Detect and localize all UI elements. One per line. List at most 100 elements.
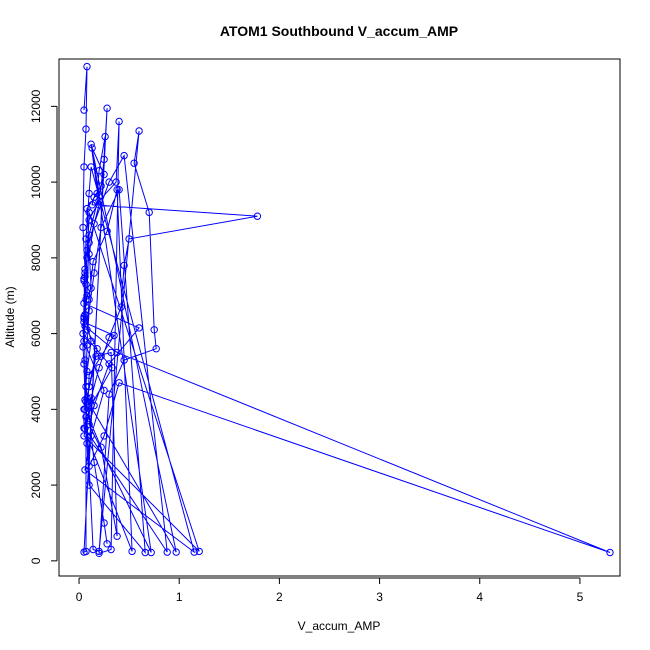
data-point — [95, 549, 103, 557]
data-point — [81, 466, 89, 474]
data-point — [83, 367, 91, 376]
data-point — [82, 280, 90, 289]
y-tick-label: 4000 — [29, 396, 43, 423]
data-point — [128, 547, 136, 556]
data-point — [87, 401, 95, 410]
x-tick-label: 5 — [577, 590, 584, 604]
data-point — [85, 295, 93, 304]
data-point — [85, 462, 93, 470]
data-point — [100, 432, 108, 440]
data-point — [150, 326, 158, 334]
data-point — [81, 424, 89, 432]
data-point — [81, 356, 89, 364]
data-point — [85, 307, 93, 315]
data-point — [83, 326, 91, 334]
data-point — [85, 250, 93, 258]
data-point — [113, 186, 121, 194]
data-point — [100, 170, 108, 179]
data-point — [81, 405, 89, 413]
x-axis-label: V_accum_AMP — [298, 619, 381, 633]
x-tick-label: 4 — [476, 590, 483, 604]
data-point — [101, 132, 109, 141]
data-point — [85, 382, 93, 391]
data-point — [80, 299, 88, 307]
data-point — [83, 292, 91, 300]
data-point — [85, 420, 93, 429]
x-tick-label: 2 — [276, 590, 283, 604]
data-point — [90, 458, 98, 467]
data-point — [110, 331, 118, 340]
data-point — [107, 545, 115, 554]
data-point — [95, 547, 103, 556]
data-point — [120, 261, 128, 270]
data-point — [83, 394, 91, 402]
data-point — [81, 311, 89, 319]
data-point — [107, 348, 115, 357]
series-layer — [79, 62, 614, 557]
data-point — [87, 432, 95, 440]
data-point — [105, 178, 113, 186]
data-point — [92, 352, 100, 360]
data-point — [80, 432, 88, 440]
data-point — [80, 276, 88, 285]
data-point — [141, 548, 149, 557]
data-point — [117, 303, 125, 311]
data-point — [85, 409, 93, 417]
data-point — [83, 254, 91, 262]
y-tick-label: 0 — [29, 557, 43, 564]
data-point — [88, 201, 96, 209]
y-axis: 0 2000 4000 6000 8000 10000 12000 — [29, 89, 58, 564]
data-point — [80, 548, 88, 556]
data-point — [87, 140, 95, 148]
data-point — [163, 548, 171, 556]
plot-frame — [58, 58, 621, 577]
data-point — [103, 540, 111, 548]
data-point — [112, 178, 120, 186]
data-point — [83, 439, 91, 448]
chart-title: ATOM1 Southbound V_accum_AMP — [220, 23, 458, 39]
data-point — [80, 360, 88, 368]
data-point — [89, 257, 97, 266]
data-point — [90, 220, 98, 228]
data-point — [79, 329, 87, 338]
data-point — [152, 345, 160, 353]
data-point — [82, 235, 90, 243]
data-point — [95, 201, 103, 209]
data-point — [100, 386, 108, 395]
data-point — [81, 273, 89, 281]
data-point — [100, 155, 108, 164]
data-point — [108, 364, 116, 372]
data-point — [115, 117, 123, 126]
data-point — [85, 216, 93, 224]
data-point — [135, 324, 143, 332]
data-point — [81, 265, 89, 273]
y-tick-label: 10000 — [29, 165, 43, 199]
data-point — [95, 364, 103, 372]
data-point — [130, 159, 138, 167]
x-tick-label: 0 — [76, 590, 83, 604]
data-point — [190, 548, 198, 556]
x-axis: 0 1 2 3 4 5 — [76, 577, 584, 604]
data-point — [83, 62, 91, 71]
data-point — [87, 163, 95, 171]
data-point — [80, 318, 88, 326]
data-point — [85, 189, 93, 198]
y-axis-label: Altitude (m) — [3, 286, 17, 347]
data-point — [79, 343, 87, 351]
data-point — [103, 227, 111, 236]
data-point — [95, 167, 103, 175]
data-point — [82, 398, 90, 406]
data-point — [97, 443, 105, 451]
data-point — [93, 345, 101, 353]
data-point — [81, 322, 89, 330]
data-point — [606, 548, 614, 557]
data-point — [125, 235, 133, 243]
data-point — [85, 371, 93, 379]
data-point — [145, 208, 153, 217]
data-point — [85, 208, 93, 217]
data-point — [83, 417, 91, 425]
data-point — [253, 212, 262, 220]
data-point — [83, 246, 91, 255]
